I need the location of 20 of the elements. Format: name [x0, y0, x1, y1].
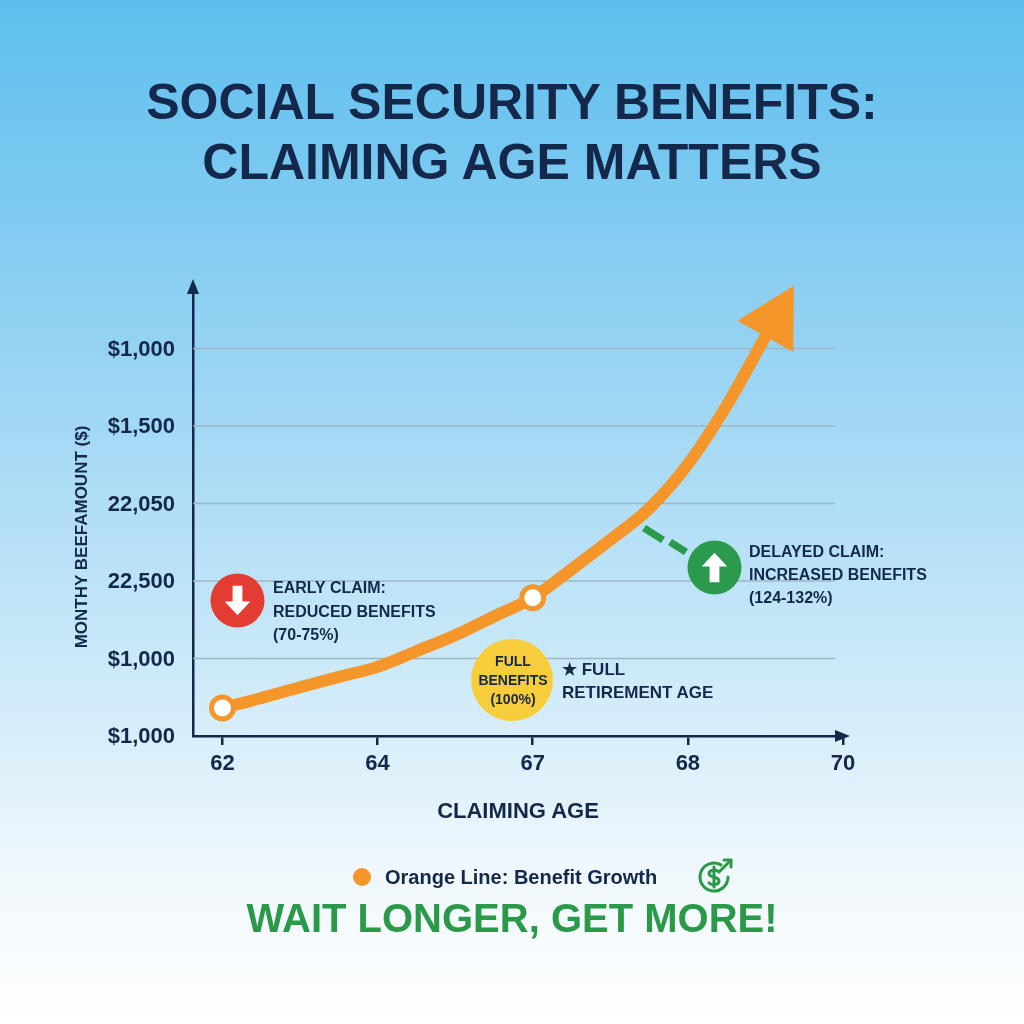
text: 22,500: [107, 568, 175, 593]
annotation: DELAYED CLAIM: INCREASED BENEFITS (124-132%): [749, 542, 928, 608]
annotation: FULL BENEFITS (100%): [477, 652, 549, 709]
x-tick-label: 67: [520, 750, 545, 776]
annotation: ★ FULL RETIREMENT AGE: [562, 659, 715, 704]
legend-label: Orange Line: Benefit Growth: [385, 865, 658, 889]
text: MONTHY BEEFAMOUNT ($): [72, 425, 92, 649]
x-tick-label: 62: [210, 750, 235, 776]
x-axis-title: CLAIMING AGE: [437, 797, 599, 823]
text: $1,000: [106, 335, 175, 362]
x-tick-label: 64: [365, 750, 391, 776]
text: $1,000: [106, 723, 175, 749]
text: $1,000: [107, 645, 175, 671]
text: WAIT LONGER, GET MORE!: [245, 895, 779, 942]
chart-title: SOCIAL SECURITY BENEFITS: CLAIMING AGE MATTERS: [145, 73, 879, 192]
annotation: EARLY CLAIM: REDUCED BENEFITS (70-75%): [273, 578, 437, 645]
text: 22,050: [107, 490, 175, 516]
x-tick-label: 70: [830, 750, 856, 776]
text: $1,500: [107, 413, 175, 438]
x-tick-label: 68: [675, 750, 701, 776]
